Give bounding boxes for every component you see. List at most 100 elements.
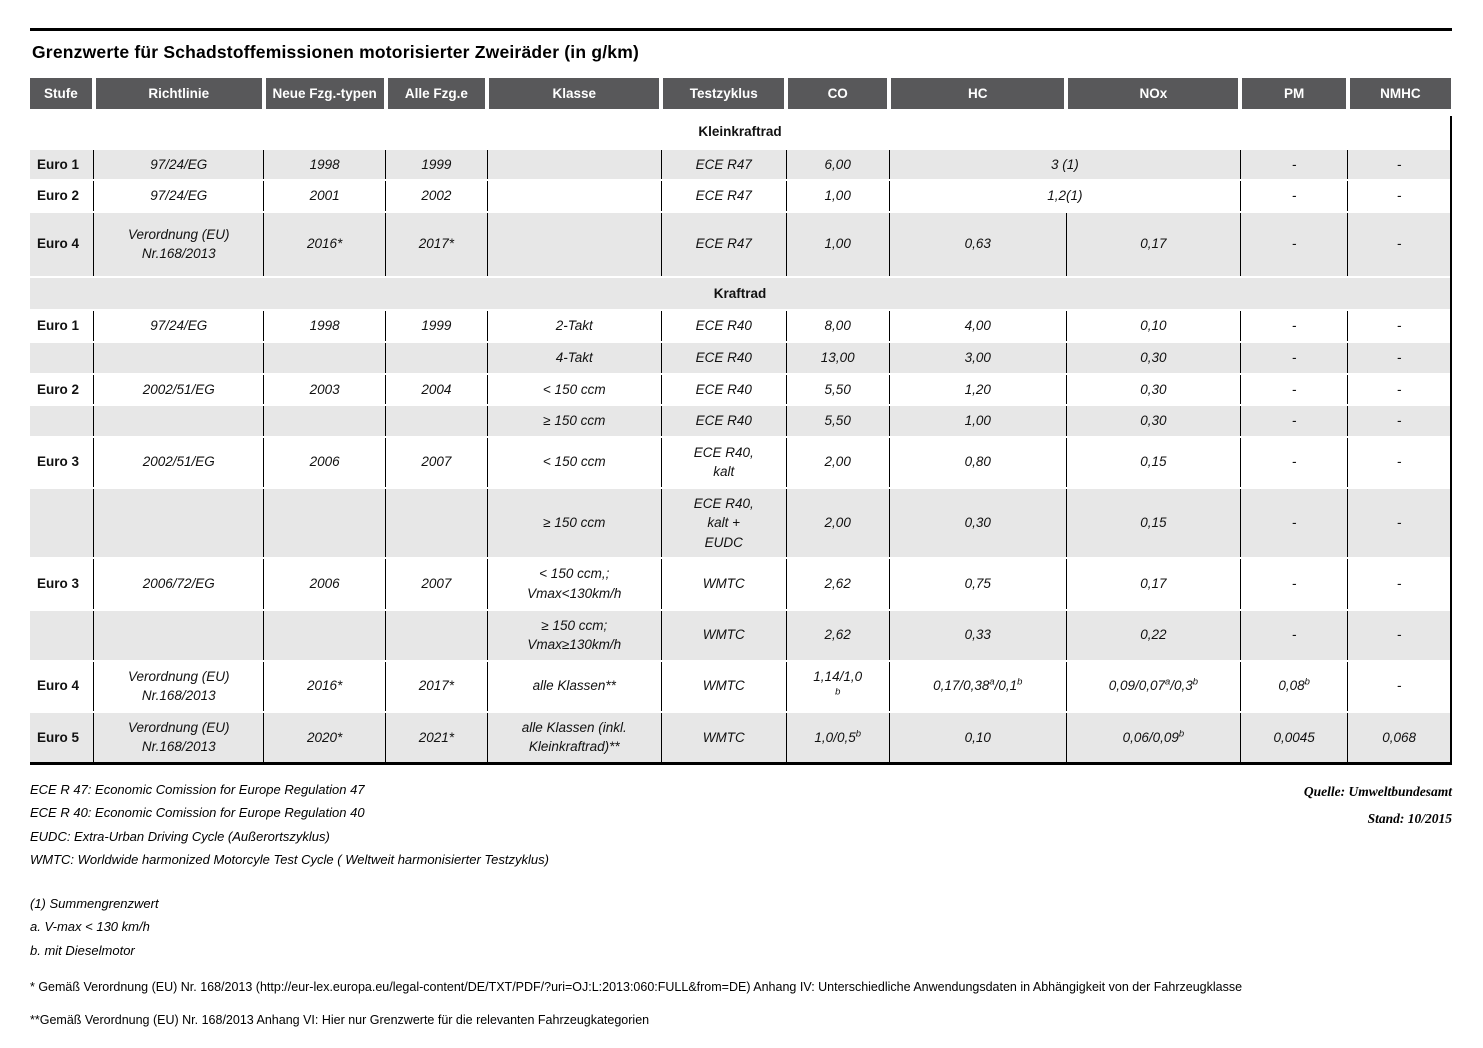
table-cell: 0,30 [1065, 340, 1241, 374]
table-cell: 1998 [263, 147, 386, 181]
table-cell [385, 404, 488, 437]
table-cell: ECE R40 [660, 309, 787, 342]
table-cell: < 150 ccm [486, 435, 662, 488]
table-cell: 13,00 [785, 340, 890, 374]
table-cell [486, 147, 662, 181]
table-cell: 2006/72/EG [93, 557, 264, 610]
table-cell: 2006 [263, 557, 386, 610]
table-cell: 2002 [385, 179, 488, 212]
table-cell: - [1347, 309, 1453, 342]
table-cell: 2017* [385, 659, 488, 712]
table-cell: Euro 1 [30, 309, 94, 342]
table-cell: Verordnung (EU) Nr.168/2013 [93, 659, 264, 712]
table-cell: 3 (1) [888, 147, 1241, 181]
table-cell: 1999 [385, 147, 488, 181]
footnote-eudc: EUDC: Extra-Urban Driving Cycle (Außeror… [30, 828, 330, 844]
column-header-hc: HC [889, 78, 1069, 116]
footnote-ece-r47: ECE R 47: Economic Comission for Europe … [30, 781, 365, 797]
table-cell: 2-Takt [486, 309, 662, 342]
table-cell [93, 340, 264, 374]
table-cell: 0,30 [1065, 372, 1241, 406]
table-cell: 0,22 [1065, 608, 1241, 661]
table-cell: 4-Takt [486, 340, 662, 374]
table-cell: 1,2(1) [888, 179, 1241, 212]
table-cell [486, 179, 662, 212]
table-body: Kleinkraftrad Euro 1 97/24/EG 1998 1999 ECE R… [30, 111, 1453, 764]
table-cell: Verordnung (EU) Nr.168/2013 [93, 210, 264, 277]
table-cell: ≥ 150 ccm [486, 404, 662, 437]
source-quelle: Quelle: Umweltbundesamt [1303, 783, 1452, 799]
table-cell: - [1347, 557, 1453, 610]
table-cell: - [1239, 309, 1348, 342]
table-cell: 0,80 [888, 435, 1067, 488]
footnote-area: ECE R 47: Economic Comission for Europe … [30, 778, 1452, 872]
table-cell [93, 486, 264, 559]
table-cell [30, 486, 94, 559]
table-cell: - [1347, 210, 1453, 277]
section-row: Kleinkraftrad [30, 111, 1452, 149]
column-header-testzyklus: Testzyklus [661, 78, 789, 116]
table-cell: 2002/51/EG [93, 372, 264, 406]
table-cell: ECE R40, kalt + EUDC [660, 486, 787, 559]
table-cell: 2002/51/EG [93, 435, 264, 488]
table-cell [385, 340, 488, 374]
table-cell: - [1347, 179, 1453, 212]
table-cell: 1,0/0,5b [785, 710, 890, 764]
table-cell [263, 608, 386, 661]
column-header-co: CO [786, 78, 892, 116]
table-cell: 2,00 [785, 435, 890, 488]
table-cell: 0,33 [888, 608, 1067, 661]
table-cell: 0,63 [888, 210, 1067, 277]
table-cell: Euro 2 [30, 179, 94, 212]
section-label: Kraftrad [30, 275, 1452, 311]
table-row: Euro 1 97/24/EG 1998 1999 ECE R47 6,00 3 (1) - - [30, 147, 1453, 181]
table-cell [30, 340, 94, 374]
table-row: Euro 2 2002/51/EG 2003 2004 < 150 ccm ECE R40… [30, 372, 1453, 406]
table-row: Euro 4 Verordnung (EU) Nr.168/2013 2016* 20… [30, 659, 1453, 712]
table-cell: alle Klassen** [486, 659, 662, 712]
table-cell: 0,17 [1065, 210, 1241, 277]
table-cell: 2,00 [785, 486, 890, 559]
table-cell: Euro 1 [30, 147, 94, 181]
table-cell: 2003 [263, 372, 386, 406]
table-cell: - [1239, 340, 1348, 374]
table-cell: 0,17/0,38a/0,1b [888, 659, 1067, 712]
table-cell: - [1239, 210, 1348, 277]
table-row: Euro 3 2002/51/EG 2006 2007 < 150 ccm ECE R40… [30, 435, 1453, 488]
table-row: ≥ 150 ccm; Vmax≥130km/h WMTC 2,62 0,33 0,22-… [30, 608, 1453, 661]
table-row: ≥ 150 ccm ECE R40, kalt + EUDC 2,00 0,30 0,1… [30, 486, 1453, 559]
table-cell: - [1239, 179, 1348, 212]
table-cell: ECE R40 [660, 340, 787, 374]
table-cell: < 150 ccm [486, 372, 662, 406]
table-cell: 1,00 [785, 179, 890, 212]
table-cell: 1,14/1,0 b [785, 659, 890, 712]
top-rule [30, 28, 1452, 31]
table-cell: 8,00 [785, 309, 890, 342]
table-cell: ≥ 150 ccm; Vmax≥130km/h [486, 608, 662, 661]
table-cell: WMTC [660, 659, 787, 712]
table-cell: - [1347, 435, 1453, 488]
column-header-klasse: Klasse [487, 78, 664, 116]
table-cell: 2,62 [785, 608, 890, 661]
table-cell: Euro 3 [30, 435, 94, 488]
table-cell: - [1347, 659, 1453, 712]
table-cell: 5,50 [785, 404, 890, 437]
table-row: ≥ 150 ccm ECE R40 5,50 1,00 0,30- - [30, 404, 1453, 437]
table-cell: - [1239, 147, 1348, 181]
section-label: Kleinkraftrad [30, 111, 1452, 149]
table-cell [263, 340, 386, 374]
table-cell: 1,00 [888, 404, 1067, 437]
table-cell: 2020* [263, 710, 386, 764]
column-header-nox: NOx [1066, 78, 1243, 116]
table-cell: Euro 5 [30, 710, 94, 764]
table-cell: ECE R40, kalt [660, 435, 787, 488]
table-cell: 0,09/0,07a/0,3b [1065, 659, 1241, 712]
table-cell: - [1347, 340, 1453, 374]
table-cell [263, 486, 386, 559]
table-cell: 0,30 [1065, 404, 1241, 437]
table-cell: 0,068 [1347, 710, 1453, 764]
table-cell: Euro 4 [30, 210, 94, 277]
table-cell [486, 210, 662, 277]
table-cell: 0,15 [1065, 486, 1241, 559]
